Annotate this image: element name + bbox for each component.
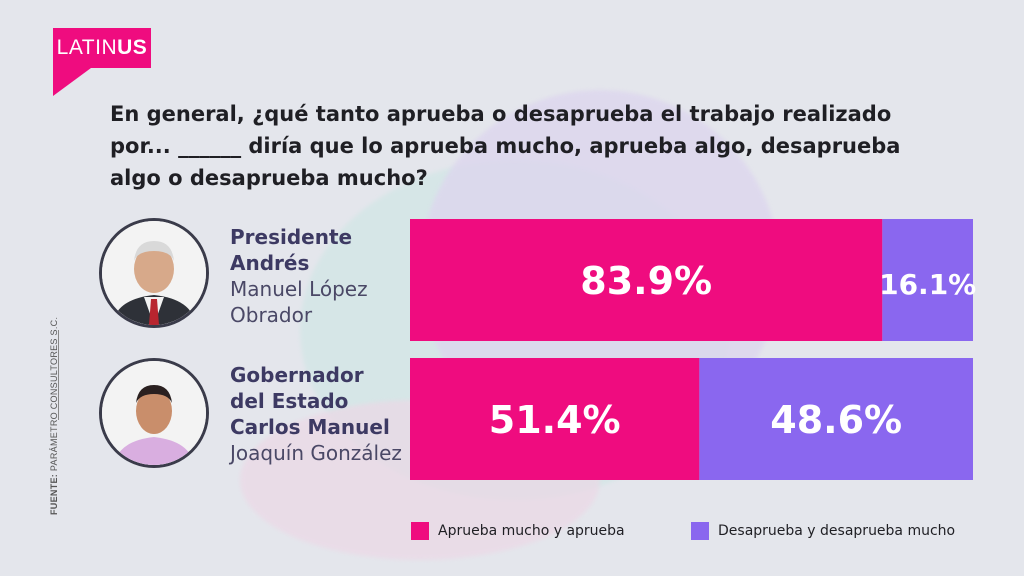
bar-label-approve-1: 51.4% [489, 398, 621, 442]
survey-question: En general, ¿qué tanto aprueba o desapru… [110, 102, 901, 190]
legend-label-approve: Aprueba mucho y aprueba [438, 523, 625, 539]
person-name-president: Presidente Andrés Manuel López Obrador [230, 224, 368, 328]
bar-approve-0 [410, 219, 883, 341]
bar-label-disapprove-0: 16.1% [879, 268, 976, 301]
bar-disapprove-1 [699, 358, 973, 480]
person-name-governor: Gobernador del Estado Carlos Manuel Joaq… [230, 362, 402, 466]
source-label: FUENTE: [49, 473, 59, 515]
name-regular-line: Manuel López [230, 277, 368, 301]
portrait-president-icon [102, 221, 206, 325]
avatar-president [99, 218, 209, 328]
legend-label-disapprove: Desaprueba y desaprueba mucho [718, 523, 956, 539]
name-regular-line: Obrador [230, 303, 313, 327]
name-regular-line: Joaquín González [230, 441, 402, 465]
legend-item-disapprove: Desaprueba y desaprueba mucho [691, 522, 955, 540]
name-bold-line: Carlos Manuel [230, 415, 390, 439]
name-bold-line: Andrés [230, 251, 310, 275]
name-bold-line: Presidente [230, 225, 353, 249]
bar-approve-1 [410, 358, 700, 480]
source-divider [58, 330, 59, 420]
bar-label-approve-0: 83.9% [580, 259, 712, 303]
logo-text-bold: US [117, 36, 148, 59]
avatar-governor [99, 358, 209, 468]
legend-swatch-approve [411, 522, 429, 540]
portrait-governor-icon [102, 361, 206, 465]
legend-swatch-disapprove [691, 522, 709, 540]
source-note: FUENTE: PARÁMETRO CONSULTORES S.C. [49, 317, 59, 515]
name-bold-line: Gobernador [230, 363, 364, 387]
source-text: PARÁMETRO CONSULTORES S.C. [49, 316, 59, 472]
logo-text-light: LATIN [56, 36, 118, 59]
bar-disapprove-0 [882, 219, 973, 341]
legend-item-approve: Aprueba mucho y aprueba [411, 522, 625, 540]
name-bold-line: del Estado [230, 389, 349, 413]
bar-label-disapprove-1: 48.6% [770, 398, 902, 442]
latinus-logo: LATIN US [53, 28, 151, 68]
